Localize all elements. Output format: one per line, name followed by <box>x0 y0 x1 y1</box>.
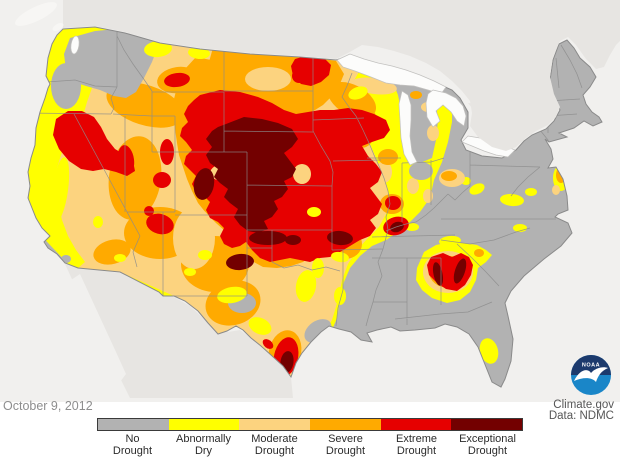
canada-landmass <box>15 0 620 151</box>
puget-sound <box>70 35 80 55</box>
legend-label: Moderate Drought <box>251 433 298 457</box>
drought-layers <box>28 27 602 387</box>
legend-labels: No Drought Abnormally Dry Moderate Drought Sev… <box>97 433 523 457</box>
legend-label: Abnormally Dry <box>175 433 232 457</box>
great-lakes <box>336 53 551 166</box>
legend-label: No Drought <box>112 433 153 457</box>
credit-source: Climate.gov <box>553 399 614 411</box>
legend-swatch <box>239 419 311 430</box>
legend-label: Extreme Drought <box>396 433 437 457</box>
noaa-logo-icon: NOAA <box>570 354 612 396</box>
credits: Climate.gov Data: NDMC <box>548 399 614 422</box>
legend-swatch <box>380 419 452 430</box>
legend-bar <box>97 418 523 431</box>
legend-swatch <box>310 419 381 430</box>
legend-label: Exceptional Drought <box>459 433 516 457</box>
noaa-wordmark: NOAA <box>582 363 600 369</box>
mexico-landmass <box>65 264 293 398</box>
legend-label: Severe Drought <box>325 433 366 457</box>
us-drought-map <box>0 0 620 402</box>
legend-swatch <box>451 419 523 430</box>
drought-legend: No Drought Abnormally Dry Moderate Drought Sev… <box>97 418 523 457</box>
date-label: October 9, 2012 <box>3 399 93 413</box>
credit-data: Data: NDMC <box>548 410 614 422</box>
legend-swatch <box>168 419 240 430</box>
legend-swatch <box>98 419 169 430</box>
state-borders <box>28 30 583 327</box>
noaa-seagull-icon <box>574 367 608 382</box>
